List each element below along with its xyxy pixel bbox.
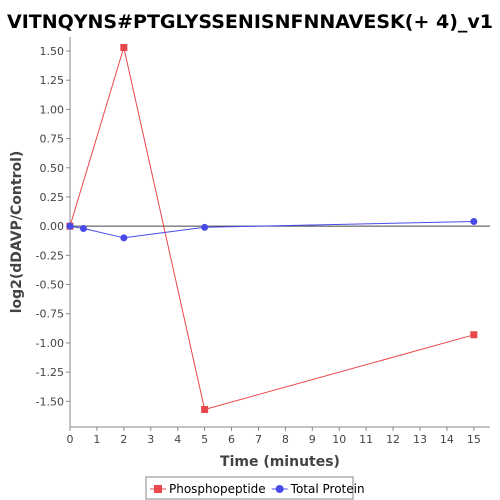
x-ticks: 0 1 2 3 4 5 6 7 8 9 10 11 12 13 14 15 [67,427,481,446]
chart-title: VITNQYNS#PTGLYSSENISNFNNAVESK(+ 4)_v1 [7,11,493,33]
y-tick-label: 1.00 [40,103,65,116]
x-tick-label: 8 [282,433,289,446]
data-point-1-2[interactable] [120,234,128,242]
y-tick-label: 0.25 [40,191,65,204]
y-tick-label: -1.25 [36,366,64,379]
data-point-1-0[interactable] [66,222,74,230]
data-point-0-1[interactable] [120,44,128,52]
y-tick-label: -1.50 [36,395,64,408]
x-axis-label: Time (minutes) [220,454,340,470]
x-tick-label: 7 [255,433,262,446]
x-tick-label: 5 [201,433,208,446]
y-tick-label: -0.50 [36,279,64,292]
y-tick-label: -1.00 [36,337,64,350]
x-tick-label: 12 [386,433,400,446]
x-tick-label: 4 [174,433,181,446]
y-tick-label: 1.50 [40,45,65,58]
x-tick-label: 11 [359,433,373,446]
data-point-1-3[interactable] [201,223,209,231]
x-tick-label: 3 [147,433,154,446]
y-tick-label: -0.75 [36,308,64,321]
legend-marker-1 [275,485,284,493]
y-axis-label: log2(dDAVP/Control) [9,151,25,314]
data-point-0-2[interactable] [201,405,209,413]
legend-label-0: Phosphopeptide [169,482,266,496]
legend: Phosphopeptide Total Protein [145,476,365,500]
y-tick-label: 0.50 [40,162,65,175]
y-ticks: 1.50 1.25 1.00 0.75 0.50 0.25 0.00 -0.25 -0.50 -0… [36,45,70,408]
series-layer [66,44,478,413]
y-tick-label: 0.00 [40,220,65,233]
x-tick-label: 2 [120,433,127,446]
y-tick-label: 0.75 [40,133,65,146]
legend-label-1: Total Protein [290,482,365,496]
series-line-0 [69,45,474,411]
x-tick-label: 9 [309,433,316,446]
legend-marker-0 [154,485,162,493]
data-point-1-4[interactable] [470,217,478,225]
y-tick-label: -0.25 [36,249,64,262]
x-tick-label: 6 [228,433,235,446]
y-tick-label: 1.25 [40,74,65,87]
x-tick-label: 14 [440,433,454,446]
x-tick-label: 13 [413,433,427,446]
x-tick-label: 10 [332,433,346,446]
x-tick-label: 1 [93,433,100,446]
x-tick-label: 0 [67,433,74,446]
x-tick-label: 15 [467,433,481,446]
data-point-0-3[interactable] [470,331,478,339]
legend-box [145,476,354,500]
plot-area [70,37,490,427]
data-point-1-1[interactable] [79,224,87,232]
